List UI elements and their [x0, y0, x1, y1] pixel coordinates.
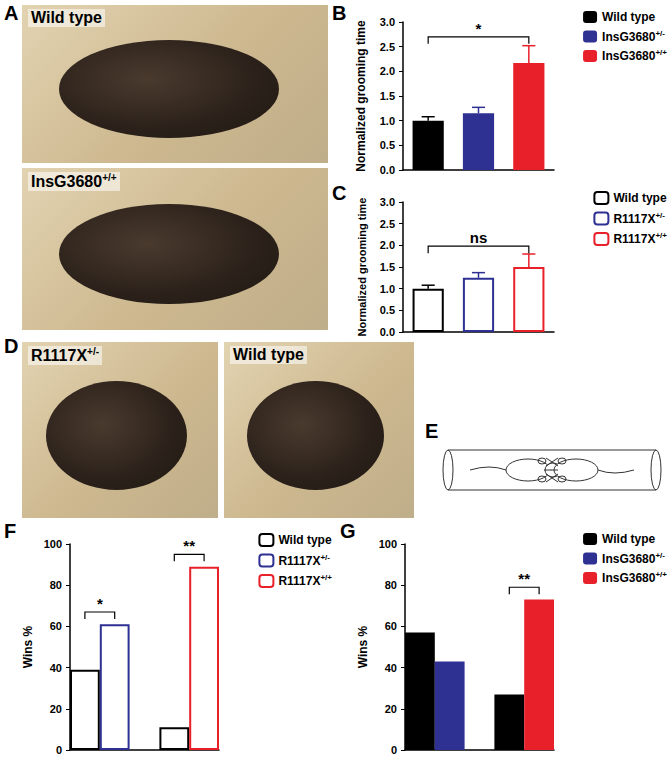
svg-text:R1117X: R1117X	[613, 232, 655, 246]
svg-text:0: 0	[391, 744, 397, 756]
svg-text:Normalized grooming time: Normalized grooming time	[354, 20, 368, 172]
html-text:E: E	[425, 420, 439, 442]
svg-text:1.0: 1.0	[380, 283, 395, 295]
svg-text:Wild type: Wild type	[613, 191, 667, 205]
svg-text:InsG3680: InsG3680	[602, 571, 656, 585]
svg-text:0.5: 0.5	[380, 139, 395, 151]
svg-text:InsG3680: InsG3680	[602, 49, 656, 63]
svg-text:80: 80	[50, 579, 62, 591]
svg-text:0: 0	[56, 744, 62, 756]
html-text:F: F	[4, 520, 17, 542]
svg-text:80: 80	[385, 579, 397, 591]
svg-text:+/+: +/+	[655, 570, 667, 579]
svg-text:1.5: 1.5	[380, 90, 395, 102]
svg-text:Wins %: Wins %	[356, 625, 370, 668]
svg-text:+/-: +/-	[655, 29, 665, 38]
svg-text:InsG3680: InsG3680	[602, 552, 656, 566]
svg-text:+/+: +/+	[655, 48, 667, 57]
svg-text:1.5: 1.5	[380, 261, 395, 273]
html-text:InsG3680+/+: InsG3680+/+	[31, 172, 117, 191]
html-text:Wild type: Wild type	[31, 9, 102, 26]
svg-text:20: 20	[385, 703, 397, 715]
svg-text:1.0: 1.0	[380, 115, 395, 127]
svg-text:2.0: 2.0	[380, 65, 395, 77]
svg-text:20: 20	[50, 703, 62, 715]
html-text:R1117X+/-: R1117X+/-	[31, 346, 99, 365]
svg-text:*: *	[476, 20, 482, 37]
svg-text:+/+: +/+	[320, 573, 332, 582]
svg-text:ns: ns	[470, 229, 488, 246]
svg-text:Wins %: Wins %	[21, 625, 35, 668]
svg-text:Wild type: Wild type	[602, 10, 656, 24]
svg-text:2.0: 2.0	[380, 239, 395, 251]
svg-text:*: *	[97, 595, 103, 612]
svg-text:R1117X: R1117X	[278, 574, 320, 588]
svg-text:**: **	[518, 570, 530, 587]
svg-text:100: 100	[44, 538, 62, 550]
svg-text:2.5: 2.5	[380, 41, 395, 53]
svg-text:0.0: 0.0	[380, 326, 395, 338]
svg-text:+/-: +/-	[320, 553, 330, 562]
html-text:Wild type: Wild type	[233, 346, 304, 363]
svg-text:60: 60	[385, 620, 397, 632]
svg-text:+/+: +/+	[655, 231, 667, 240]
html-text:C: C	[332, 182, 347, 204]
svg-text:InsG3680: InsG3680	[602, 30, 656, 44]
svg-text:Wild type: Wild type	[602, 532, 656, 546]
html-text:B: B	[332, 2, 347, 24]
svg-text:2.5: 2.5	[380, 218, 395, 230]
svg-text:**: **	[183, 537, 195, 554]
svg-text:0.5: 0.5	[380, 304, 395, 316]
svg-text:+/-: +/-	[655, 551, 665, 560]
svg-text:3.0: 3.0	[380, 16, 395, 28]
svg-text:3.0: 3.0	[380, 196, 395, 208]
svg-text:40: 40	[50, 662, 62, 674]
svg-text:40: 40	[385, 662, 397, 674]
html-text:D: D	[4, 335, 19, 357]
html-text:G: G	[340, 520, 356, 542]
svg-text:Wild type: Wild type	[278, 533, 332, 547]
svg-text:100: 100	[379, 538, 397, 550]
svg-text:0.0: 0.0	[380, 164, 395, 176]
svg-text:R1117X: R1117X	[278, 554, 320, 568]
html-text:A: A	[4, 2, 19, 24]
svg-text:60: 60	[50, 620, 62, 632]
svg-text:+/-: +/-	[655, 211, 665, 220]
svg-text:Normalized grooming time: Normalized grooming time	[356, 198, 368, 337]
svg-text:R1117X: R1117X	[613, 212, 655, 226]
